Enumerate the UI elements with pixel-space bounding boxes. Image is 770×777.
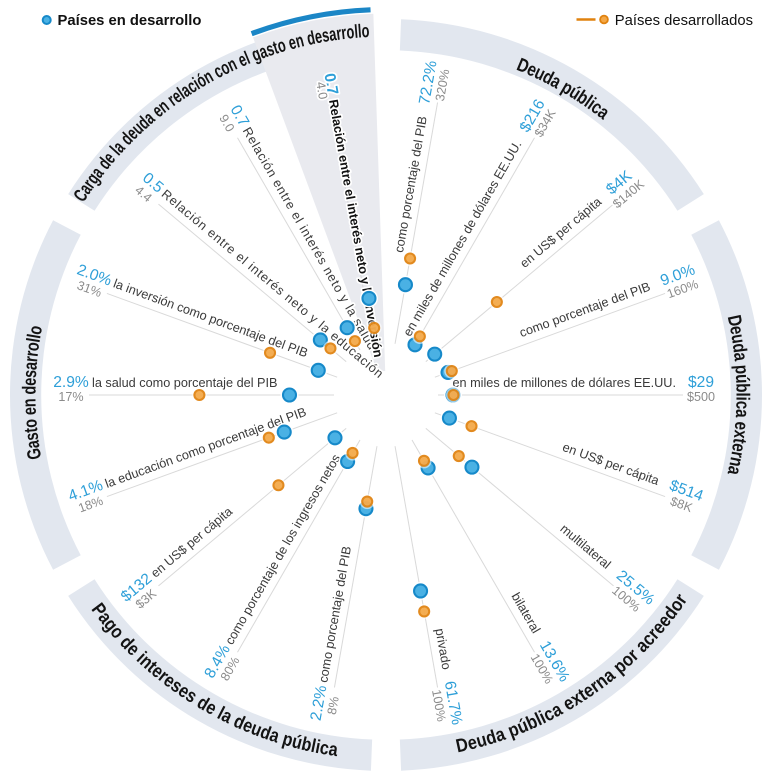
svg-text:$500: $500	[687, 390, 715, 404]
svg-text:en miles de millones de dólare: en miles de millones de dólares EE.UU.	[452, 376, 676, 390]
svg-text:l: l	[23, 333, 45, 340]
svg-text:s: s	[19, 369, 41, 378]
svg-text:e: e	[728, 442, 751, 454]
svg-text:e: e	[19, 407, 41, 416]
svg-text:l: l	[23, 337, 45, 344]
svg-text:x: x	[729, 429, 752, 440]
svg-text:r: r	[21, 349, 43, 357]
svg-text:c: c	[318, 736, 331, 759]
svg-text:a: a	[327, 738, 339, 761]
svg-text:8%: 8%	[325, 695, 342, 715]
svg-text:Países desarrollados: Países desarrollados	[615, 13, 753, 29]
svg-text:n: n	[19, 398, 41, 407]
svg-text:p: p	[731, 364, 754, 375]
svg-text:r: r	[335, 23, 343, 45]
svg-text:D: D	[454, 733, 470, 756]
svg-text:a: a	[22, 438, 44, 449]
svg-text:0.7: 0.7	[320, 72, 341, 96]
svg-text:d: d	[728, 342, 751, 354]
svg-text:s: s	[21, 431, 43, 441]
svg-text:t: t	[20, 426, 42, 433]
svg-text:s: s	[320, 25, 331, 47]
svg-text:i: i	[732, 397, 754, 401]
svg-text:17%: 17%	[58, 390, 83, 404]
svg-text:e: e	[726, 324, 749, 336]
svg-text:a: a	[731, 409, 754, 419]
svg-text:r: r	[727, 450, 750, 460]
svg-text:a: a	[20, 360, 42, 370]
svg-text:2.9%: 2.9%	[53, 374, 89, 391]
svg-text:d: d	[19, 386, 41, 395]
svg-text:e: e	[19, 377, 41, 386]
svg-text:a: a	[328, 24, 339, 46]
svg-text:l: l	[309, 735, 318, 757]
svg-text:o: o	[24, 324, 47, 337]
svg-text:o: o	[345, 22, 355, 44]
svg-text:r: r	[20, 355, 42, 363]
svg-text:4.0: 4.0	[313, 81, 330, 101]
svg-text:e: e	[313, 26, 324, 48]
svg-text:u: u	[727, 332, 750, 345]
svg-text:n: n	[725, 455, 748, 468]
svg-text:l: l	[242, 48, 253, 69]
svg-text:l: l	[353, 21, 358, 42]
svg-text:b: b	[732, 383, 754, 393]
svg-text:c: c	[732, 400, 754, 409]
svg-text:$29: $29	[688, 374, 714, 391]
svg-text:D: D	[723, 313, 747, 328]
svg-text:la salud como porcentaje del P: la salud como porcentaje del PIB	[92, 376, 278, 390]
svg-text:t: t	[729, 437, 752, 445]
svg-text:o: o	[361, 21, 370, 42]
svg-text:e: e	[730, 421, 753, 431]
svg-text:o: o	[21, 341, 43, 353]
svg-text:l: l	[732, 392, 754, 396]
svg-text:i: i	[314, 735, 322, 757]
svg-text:ú: ú	[732, 374, 754, 384]
svg-text:o: o	[19, 418, 41, 429]
svg-text:r: r	[340, 22, 348, 44]
svg-text:t: t	[270, 37, 281, 59]
svg-text:Países en desarrollo: Países en desarrollo	[58, 13, 202, 29]
svg-text:l: l	[357, 21, 362, 42]
svg-text:a: a	[730, 351, 753, 362]
svg-text:G: G	[23, 447, 46, 462]
